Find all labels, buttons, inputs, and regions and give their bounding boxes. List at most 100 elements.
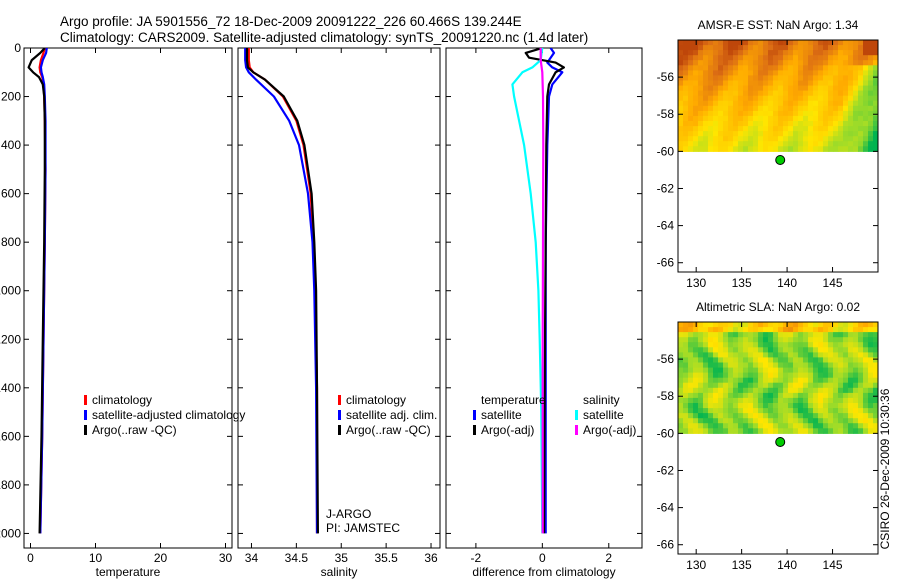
map-cell: [763, 392, 769, 399]
map-cell: [773, 367, 779, 374]
map-cell: [683, 377, 689, 384]
map-cell: [868, 352, 874, 358]
map-cell: [788, 40, 794, 46]
map-cell: [858, 115, 864, 122]
map-cell: [688, 55, 694, 61]
map-cell: [693, 418, 699, 424]
map-cell: [753, 136, 759, 142]
map-cell: [818, 146, 824, 152]
map-cell: [723, 403, 729, 409]
map-cell: [703, 131, 709, 137]
map-cell: [698, 45, 704, 51]
map-cell: [843, 403, 849, 409]
map-cell: [708, 372, 714, 379]
map-cell: [693, 141, 699, 147]
map-cell: [788, 126, 794, 132]
map-cell: [743, 332, 749, 338]
map-cell: [778, 85, 784, 92]
map-cell: [733, 40, 739, 46]
map-cell: [858, 40, 864, 46]
map-cell: [703, 372, 709, 379]
map-cell: [778, 408, 784, 414]
map-cell: [858, 362, 864, 369]
map-cell: [723, 131, 729, 137]
map-cell: [818, 40, 824, 46]
map-cell: [708, 392, 714, 399]
x-axis-label: difference from climatology: [472, 565, 615, 579]
map-cell: [723, 428, 729, 434]
map-cell: [863, 60, 869, 66]
map-cell: [753, 392, 759, 399]
map-cell: [838, 423, 844, 429]
map-cell: [833, 90, 839, 97]
legend-temperature-label: satellite-adjusted climatology: [92, 408, 245, 422]
map-cell: [678, 372, 684, 379]
map-cell: [748, 146, 754, 152]
map-cell: [833, 40, 839, 46]
map-cell: [833, 327, 839, 333]
map-cell: [813, 141, 819, 147]
map-cell: [778, 362, 784, 369]
map-cell: [828, 342, 834, 348]
map-cell: [778, 131, 784, 137]
map-cell: [728, 55, 734, 61]
map-cell: [698, 392, 704, 399]
map-cell: [843, 382, 849, 389]
map-cell: [733, 121, 739, 127]
map-cell: [843, 45, 849, 51]
map-cell: [803, 110, 809, 117]
map-cell: [788, 357, 794, 363]
map-cell: [813, 352, 819, 358]
map-cell: [768, 146, 774, 152]
map-cell: [868, 40, 874, 46]
map-cell: [843, 65, 849, 71]
map-y-tick-label: -58: [657, 107, 675, 121]
map-cell: [683, 126, 689, 132]
map-cell: [733, 80, 739, 87]
map-cell: [798, 327, 804, 333]
map-cell: [818, 423, 824, 429]
map-cell: [718, 418, 724, 424]
map-cell: [753, 372, 759, 379]
map-cell: [733, 146, 739, 152]
map-cell: [823, 80, 829, 87]
map-cell: [738, 141, 744, 147]
map-cell: [778, 382, 784, 389]
map-cell: [758, 347, 764, 353]
map-cell: [813, 121, 819, 127]
map-cell: [853, 423, 859, 429]
map-cell: [828, 100, 834, 107]
map-cell: [783, 85, 789, 92]
map-cell: [863, 347, 869, 353]
map-cell: [833, 352, 839, 358]
map-cell: [768, 413, 774, 419]
map-cell: [768, 423, 774, 429]
map-cell: [683, 418, 689, 424]
map-cell: [823, 337, 829, 343]
map-cell: [848, 408, 854, 414]
map-cell: [733, 45, 739, 51]
map-cell: [818, 408, 824, 414]
map-cell: [793, 55, 799, 61]
map-cell: [748, 141, 754, 147]
map-cell: [858, 80, 864, 87]
map-cell: [728, 357, 734, 363]
map-cell: [748, 362, 754, 369]
map-cell: [743, 75, 749, 81]
map-cell: [773, 65, 779, 71]
map-cell: [708, 110, 714, 117]
map-cell: [853, 90, 859, 97]
map-cell: [723, 65, 729, 71]
series-line-argo-raw-qc-: [27, 48, 46, 534]
map-cell: [858, 105, 864, 112]
map-cell: [833, 423, 839, 429]
map-cell: [723, 332, 729, 338]
map-cell: [713, 352, 719, 358]
map-x-tick-label: 135: [732, 558, 752, 572]
map-cell: [813, 408, 819, 414]
map-cell: [708, 75, 714, 81]
map-cell: [713, 342, 719, 348]
map-cell: [733, 126, 739, 132]
map-cell: [723, 80, 729, 87]
